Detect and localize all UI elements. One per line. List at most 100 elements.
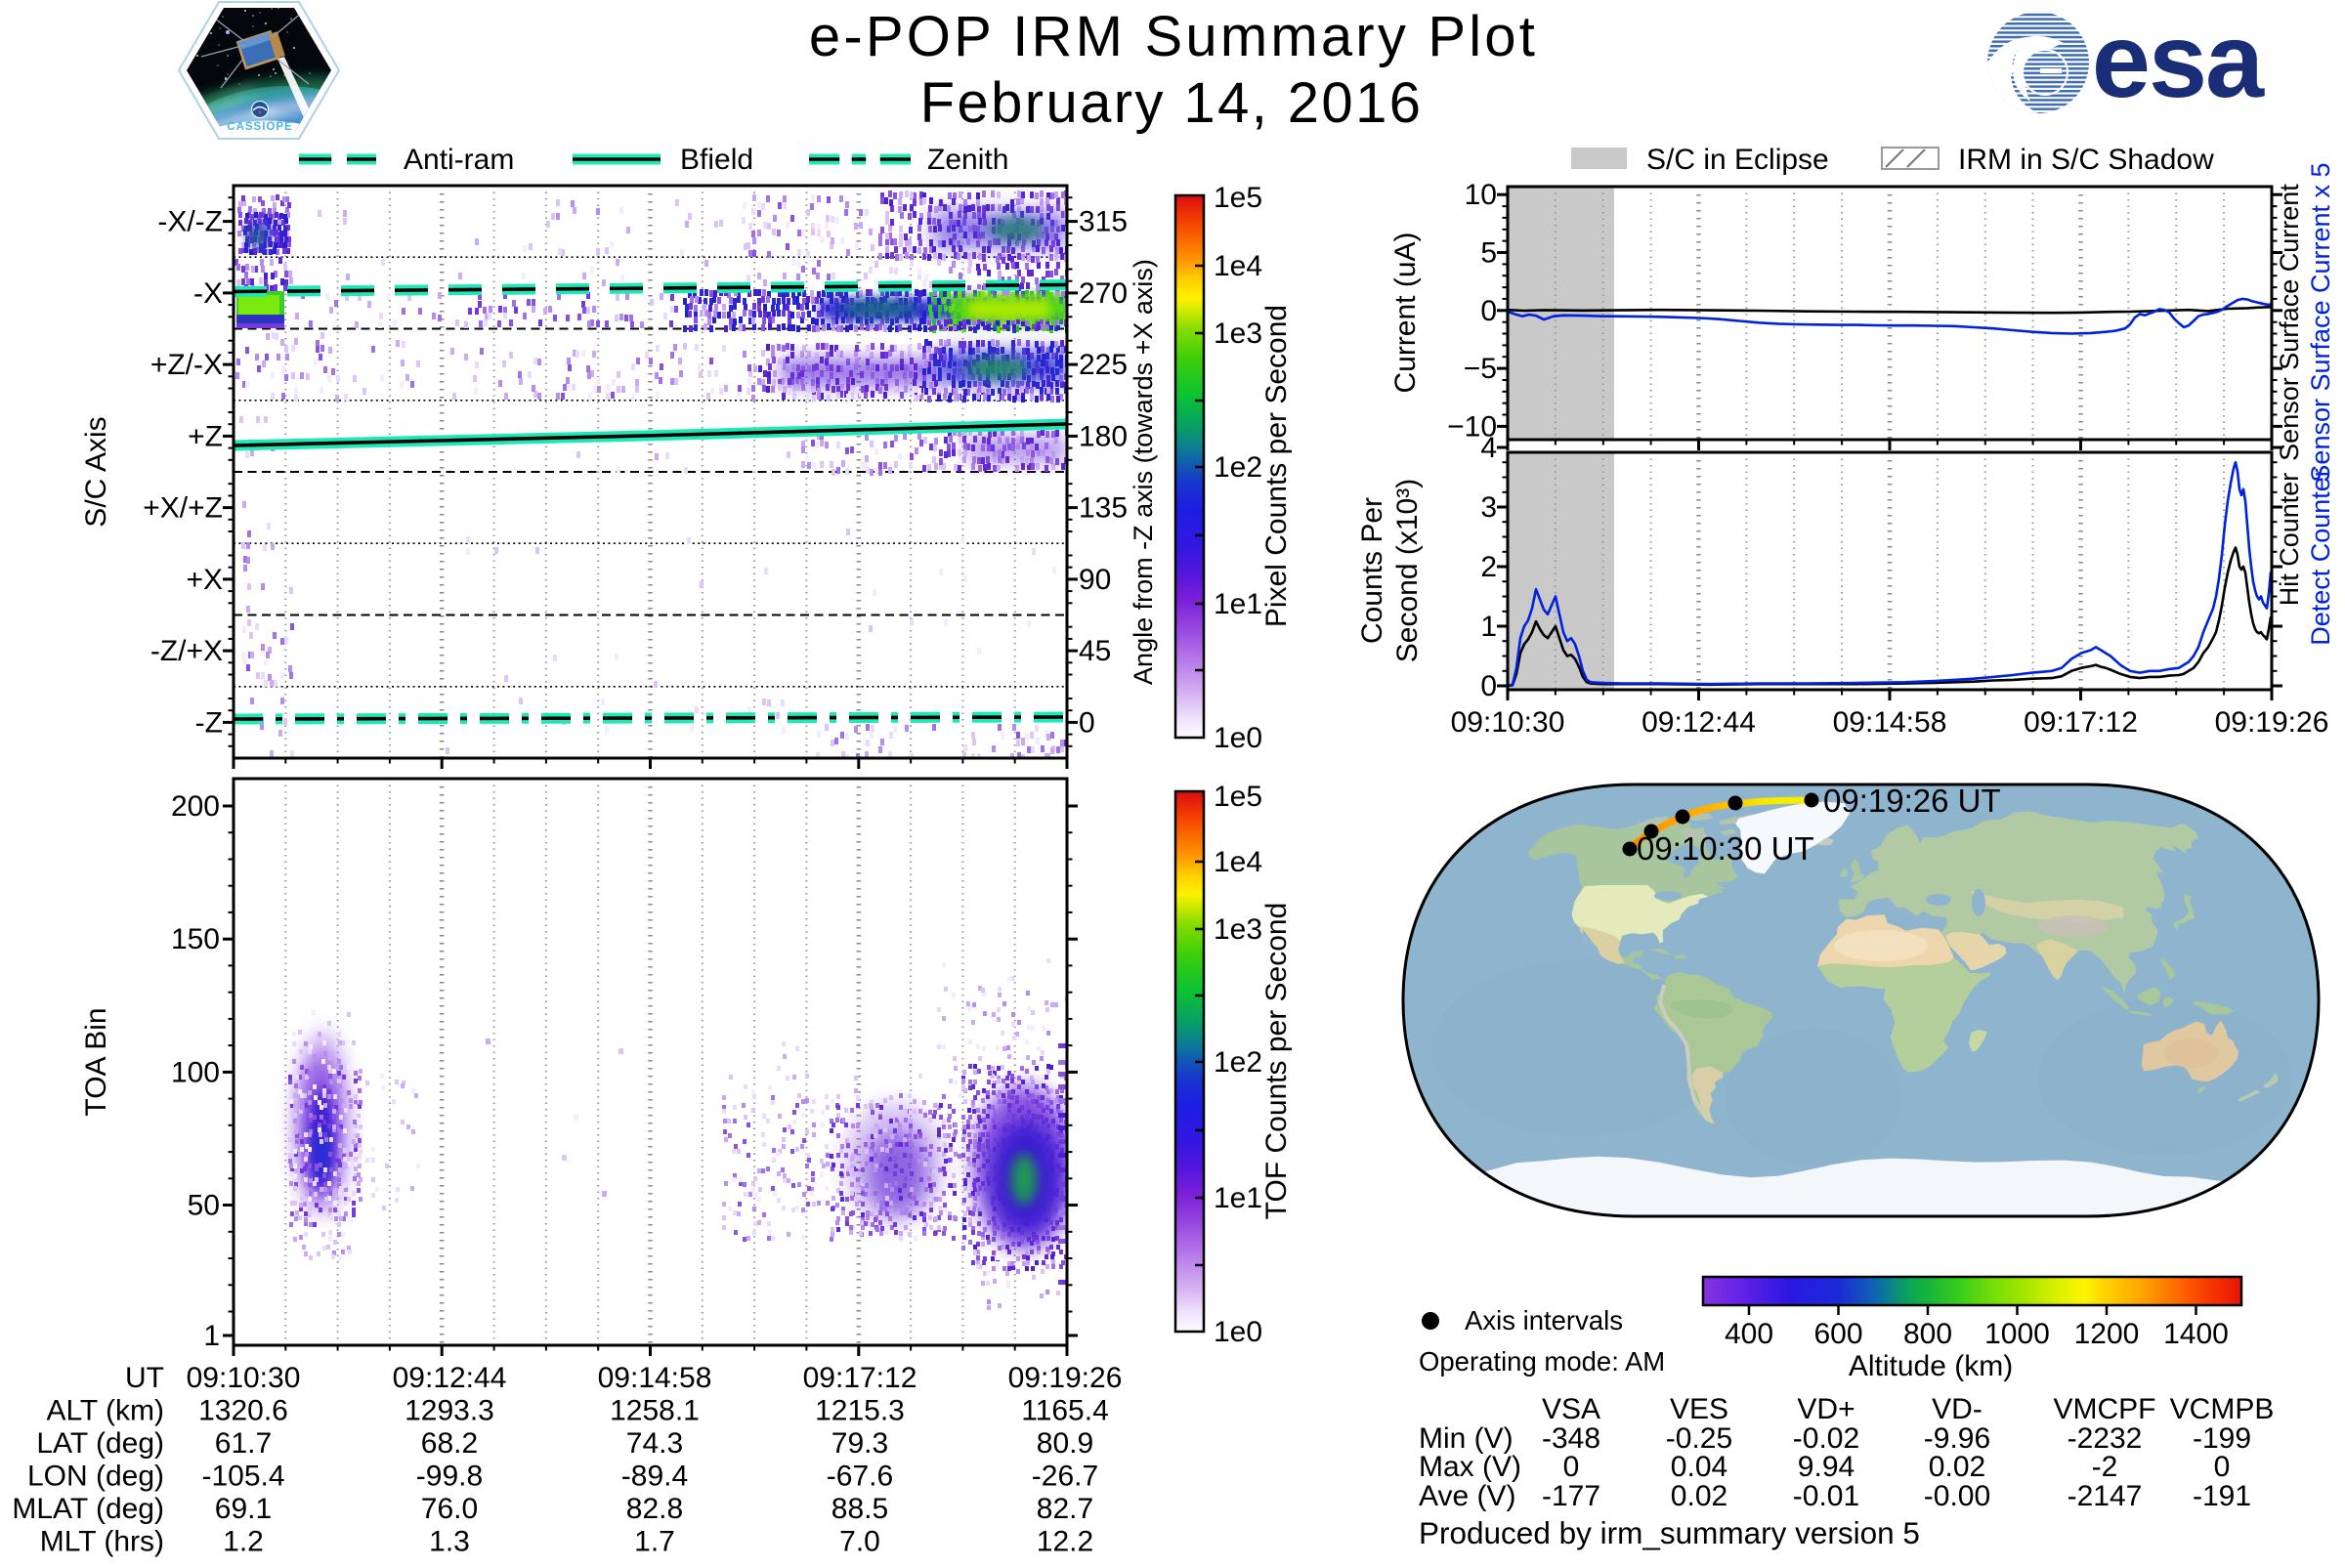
svg-text:600: 600 <box>1813 1318 1862 1350</box>
svg-text:1e2: 1e2 <box>1214 1046 1262 1079</box>
svg-text:82.8: 82.8 <box>626 1493 683 1525</box>
svg-text:09:19:26 UT: 09:19:26 UT <box>1823 783 2001 819</box>
svg-text:-348: -348 <box>1542 1422 1600 1455</box>
svg-text:Sensor Surface Current x 5: Sensor Surface Current x 5 <box>2306 162 2335 482</box>
svg-text:100: 100 <box>171 1056 220 1088</box>
svg-text:09:17:12: 09:17:12 <box>2024 706 2138 739</box>
svg-text:9.94: 9.94 <box>1798 1451 1855 1483</box>
svg-text:09:17:12: 09:17:12 <box>803 1362 917 1394</box>
svg-text:79.3: 79.3 <box>831 1427 888 1460</box>
svg-text:-177: -177 <box>1542 1480 1600 1512</box>
svg-text:-2147: -2147 <box>2068 1480 2143 1512</box>
svg-text:225: 225 <box>1079 349 1128 381</box>
svg-text:-Z/+X: -Z/+X <box>150 635 223 667</box>
svg-text:400: 400 <box>1725 1318 1773 1350</box>
svg-text:-99.8: -99.8 <box>416 1461 483 1493</box>
svg-text:1: 1 <box>203 1320 220 1352</box>
svg-text:Anti-ram: Anti-ram <box>404 144 514 176</box>
svg-text:0: 0 <box>1079 706 1095 739</box>
svg-text:7.0: 7.0 <box>839 1526 880 1558</box>
svg-text:-191: -191 <box>2193 1480 2251 1512</box>
svg-text:Axis intervals: Axis intervals <box>1465 1305 1623 1335</box>
svg-text:VSA: VSA <box>1542 1393 1600 1425</box>
svg-text:80.9: 80.9 <box>1037 1427 1093 1460</box>
svg-text:0: 0 <box>2214 1451 2231 1483</box>
svg-text:1e3: 1e3 <box>1214 318 1262 350</box>
svg-text:Min (V): Min (V) <box>1419 1422 1514 1455</box>
svg-text:LON (deg): LON (deg) <box>27 1461 164 1493</box>
svg-text:1400: 1400 <box>2163 1318 2229 1350</box>
svg-text:UT: UT <box>125 1362 164 1394</box>
svg-text:Counts Per: Counts Per <box>1356 497 1388 644</box>
svg-text:09:12:44: 09:12:44 <box>393 1362 507 1394</box>
svg-text:Sensor Surface Current: Sensor Surface Current <box>2275 184 2304 461</box>
svg-text:+X/+Z: +X/+Z <box>143 492 223 525</box>
svg-text:-0.01: -0.01 <box>1793 1480 1859 1512</box>
svg-text:0.02: 0.02 <box>1671 1480 1727 1512</box>
svg-text:+X: +X <box>186 564 223 596</box>
svg-text:-X: -X <box>193 277 223 310</box>
svg-text:1.2: 1.2 <box>223 1526 264 1558</box>
svg-text:MLAT (deg): MLAT (deg) <box>12 1493 164 1525</box>
svg-text:45: 45 <box>1079 635 1111 667</box>
svg-text:61.7: 61.7 <box>215 1427 272 1460</box>
svg-text:135: 135 <box>1079 492 1128 525</box>
svg-text:68.2: 68.2 <box>421 1427 478 1460</box>
svg-text:2: 2 <box>1480 551 1497 583</box>
svg-text:TOA Bin: TOA Bin <box>80 1007 112 1116</box>
svg-text:+Z/-X: +Z/-X <box>150 349 223 381</box>
svg-text:VD-: VD- <box>1932 1393 1983 1425</box>
svg-text:09:10:30 UT: 09:10:30 UT <box>1637 830 1814 867</box>
svg-text:S/C Axis: S/C Axis <box>80 416 112 527</box>
svg-text:180: 180 <box>1079 420 1128 452</box>
svg-text:1e5: 1e5 <box>1214 781 1262 813</box>
svg-text:1e3: 1e3 <box>1214 913 1262 946</box>
svg-text:esa: esa <box>2092 1 2265 119</box>
svg-text:1: 1 <box>1480 611 1497 643</box>
svg-text:315: 315 <box>1079 206 1128 238</box>
svg-text:VMCPF: VMCPF <box>2054 1393 2156 1425</box>
svg-text:0: 0 <box>1480 295 1497 327</box>
svg-text:February 14, 2016: February 14, 2016 <box>920 71 1424 135</box>
svg-text:200: 200 <box>171 790 220 823</box>
svg-text:1e1: 1e1 <box>1214 1182 1262 1214</box>
svg-text:-9.96: -9.96 <box>1924 1422 1990 1455</box>
svg-text:ALT (km): ALT (km) <box>46 1395 164 1427</box>
svg-text:Altitude (km): Altitude (km) <box>1849 1350 2013 1382</box>
svg-text:-0.25: -0.25 <box>1666 1422 1732 1455</box>
svg-text:1e2: 1e2 <box>1214 451 1262 484</box>
svg-text:09:12:44: 09:12:44 <box>1642 706 1756 739</box>
svg-text:1e5: 1e5 <box>1214 182 1262 214</box>
svg-text:09:10:30: 09:10:30 <box>1451 706 1565 739</box>
svg-text:0.02: 0.02 <box>1929 1451 1985 1483</box>
svg-text:1e1: 1e1 <box>1214 588 1262 620</box>
svg-text:50: 50 <box>188 1190 220 1222</box>
svg-text:1.7: 1.7 <box>634 1526 675 1558</box>
svg-text:Ave (V): Ave (V) <box>1419 1480 1515 1512</box>
svg-text:0: 0 <box>1480 670 1497 702</box>
svg-text:CASSIOPE: CASSIOPE <box>227 121 292 133</box>
svg-text:−5: −5 <box>1464 353 1497 385</box>
svg-text:Current (uA): Current (uA) <box>1389 232 1422 393</box>
svg-text:LAT (deg): LAT (deg) <box>36 1427 164 1460</box>
svg-text:88.5: 88.5 <box>831 1493 888 1525</box>
svg-text:VD+: VD+ <box>1797 1393 1855 1425</box>
svg-text:Bfield: Bfield <box>680 144 753 176</box>
svg-text:09:14:58: 09:14:58 <box>598 1362 712 1394</box>
svg-text:TOF Counts per Second: TOF Counts per Second <box>1260 903 1293 1220</box>
svg-text:VES: VES <box>1670 1393 1728 1425</box>
svg-text:e-POP IRM Summary Plot: e-POP IRM Summary Plot <box>809 5 1538 68</box>
svg-text:VCMPB: VCMPB <box>2170 1393 2275 1425</box>
svg-text:1e4: 1e4 <box>1214 250 1262 282</box>
svg-text:-Z: -Z <box>195 706 223 739</box>
svg-text:Pixel Counts per Second: Pixel Counts per Second <box>1260 305 1293 627</box>
svg-text:-0.02: -0.02 <box>1793 1422 1859 1455</box>
svg-text:10: 10 <box>1465 179 1497 211</box>
svg-text:5: 5 <box>1480 237 1497 270</box>
svg-text:-67.6: -67.6 <box>827 1461 893 1493</box>
svg-text:1293.3: 1293.3 <box>405 1395 494 1427</box>
svg-text:3: 3 <box>1480 491 1497 524</box>
svg-text:1e0: 1e0 <box>1214 1316 1262 1348</box>
svg-text:-0.00: -0.00 <box>1924 1480 1990 1512</box>
svg-text:Detect Counter: Detect Counter <box>2306 468 2335 646</box>
